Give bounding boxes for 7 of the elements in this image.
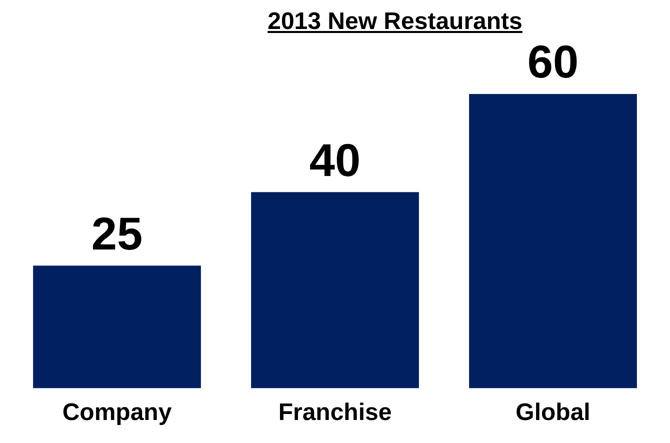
x-tick-label: Company <box>62 399 172 426</box>
data-label: 40 <box>309 134 361 186</box>
chart-title: 2013 New Restaurants <box>266 8 524 36</box>
data-label: 25 <box>91 207 143 260</box>
x-tick-label: Franchise <box>278 399 392 426</box>
x-tick-label: Global <box>516 399 590 426</box>
data-label: 60 <box>527 36 579 88</box>
